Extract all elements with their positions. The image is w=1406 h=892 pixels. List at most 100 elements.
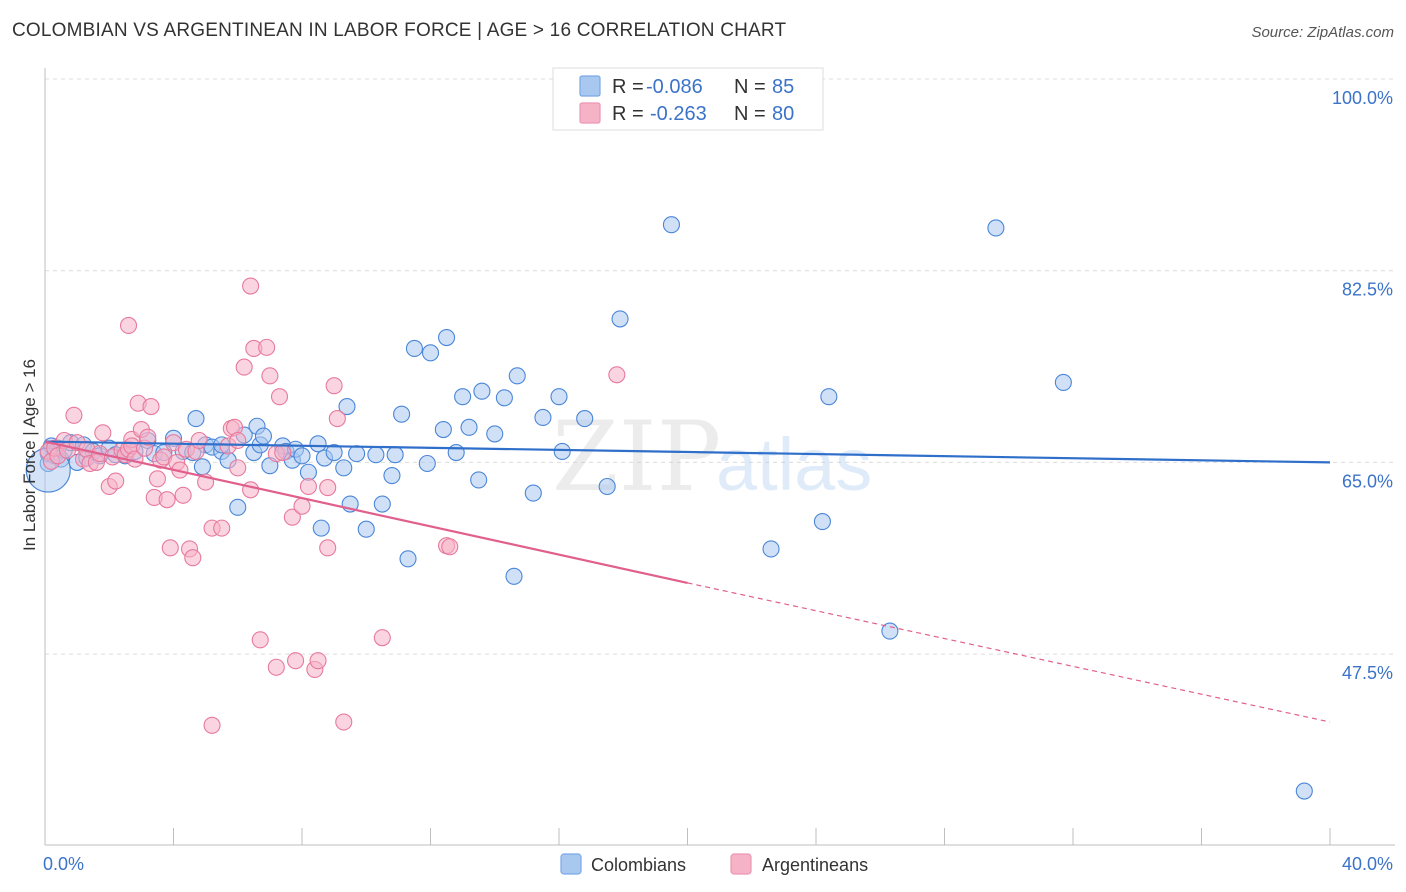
argentinean-point-62 (270, 388, 289, 406)
chart-title: COLOMBIAN VS ARGENTINEAN IN LABOR FORCE … (12, 20, 787, 41)
argentinean-trend-line-extrapolated (687, 582, 1331, 723)
colombian-point-46 (325, 443, 343, 462)
argentinean-point-52 (229, 459, 247, 477)
colombian-point-44 (312, 519, 330, 537)
argentinean-point-71 (319, 479, 337, 497)
bottom-legend-colombians: Colombians (591, 855, 686, 875)
colombian-point-75 (553, 442, 571, 460)
argentinean-point-74 (335, 713, 353, 731)
colombian-point-23 (187, 410, 205, 428)
colombian-point-86 (1295, 782, 1313, 800)
colombian-point-55 (386, 446, 404, 464)
y-tick-label-1: 82.5% (1342, 280, 1393, 300)
argentinean-point-59 (261, 367, 279, 385)
legend-n-value-1: 85 (772, 76, 794, 98)
argentinean-point-16 (107, 472, 125, 490)
colombian-point-41 (293, 447, 311, 465)
argentinean-point-27 (139, 428, 157, 446)
colombian-point-69 (495, 389, 513, 407)
tick-labels: 100.0% 82.5% 65.0% 47.5% 0.0% 40.0% (43, 88, 1393, 874)
argentinean-point-55 (242, 481, 260, 499)
colombian-point-73 (534, 408, 552, 427)
colombian-point-74 (550, 388, 568, 406)
watermark: ZIP atlas (552, 401, 872, 513)
colombian-point-56 (393, 405, 411, 423)
argentinean-point-69 (309, 652, 327, 670)
legend-n-label-1: N = (734, 76, 766, 98)
argentinean-point-53 (235, 358, 253, 376)
watermark-atlas: atlas (716, 423, 872, 506)
argentinean-point-66 (293, 497, 311, 515)
legend-r-label-2: R = (612, 103, 644, 125)
argentinean-point-43 (190, 431, 208, 450)
colombian-point-78 (611, 310, 629, 328)
colombian-point-81 (813, 513, 831, 531)
y-axis-label: In Labor Force | Age > 16 (20, 359, 39, 551)
colombian-point-77 (598, 477, 616, 496)
argentinean-point-63 (274, 443, 292, 462)
argentinean-point-30 (148, 470, 166, 488)
argentinean-point-73 (328, 410, 346, 428)
argentinean-point-13 (94, 424, 112, 442)
colombian-point-58 (405, 339, 423, 358)
colombian-point-72 (524, 484, 542, 502)
top-legend: R = -0.086 N = 85 R = -0.263 N = 80 (552, 67, 824, 131)
legend-r-value-2: -0.263 (650, 103, 707, 125)
colombian-point-79 (662, 216, 680, 234)
legend-swatch-colombians (579, 75, 601, 97)
argentinean-point-58 (258, 338, 276, 356)
colombian-point-68 (486, 425, 504, 443)
argentinean-point-45 (203, 716, 221, 734)
colombian-point-63 (447, 443, 465, 462)
colombian-point-80 (762, 540, 780, 558)
colombian-point-71 (508, 367, 526, 385)
y-tick-label-2: 65.0% (1342, 471, 1393, 491)
colombian-point-24 (193, 458, 211, 476)
argentinean-point-64 (283, 508, 301, 526)
legend-r-value-1: -0.086 (646, 76, 703, 98)
colombian-point-65 (460, 418, 478, 436)
legend-swatch-argentineans (579, 102, 601, 124)
argentinean-point-78 (608, 366, 626, 384)
colombian-point-43 (309, 435, 327, 453)
argentinean-point-28 (142, 397, 160, 416)
y-tick-label-0: 100.0% (1332, 88, 1393, 108)
colombian-trend-line (44, 440, 1331, 464)
colombian-point-57 (399, 550, 417, 568)
legend-r-label-1: R = (612, 76, 644, 98)
argentinean-point-75 (373, 629, 391, 647)
bottom-legend-argentineans: Argentineans (762, 855, 868, 875)
argentinean-point-33 (158, 491, 176, 509)
source-label: Source: ZipAtlas.com (1251, 24, 1394, 41)
colombian-point-76 (576, 410, 594, 428)
argentinean-point-23 (119, 316, 138, 335)
argentinean-point-65 (287, 652, 305, 670)
argentinean-trend-line (44, 440, 688, 584)
colombian-point-50 (348, 445, 366, 463)
colombian-point-85 (1054, 373, 1072, 391)
argentinean-point-61 (267, 658, 285, 676)
argentinean-point-51 (229, 431, 247, 450)
argentinean-point-70 (319, 539, 337, 557)
y-tick-label-3: 47.5% (1342, 663, 1393, 683)
colombian-point-67 (473, 382, 491, 400)
trend-lines (44, 440, 1331, 723)
bottom-legend-swatch-colombians (560, 853, 582, 875)
argentinean-point-77 (441, 538, 459, 556)
colombian-point-62 (438, 328, 456, 347)
colombian-point-52 (367, 446, 385, 464)
x-tick-label-0: 0.0% (43, 854, 84, 874)
colombian-point-42 (299, 463, 317, 481)
colombian-point-30 (229, 498, 247, 516)
colombian-point-84 (987, 219, 1005, 237)
legend-n-value-2: 80 (772, 103, 794, 125)
argentinean-point-41 (184, 549, 202, 567)
argentinean-point-72 (325, 377, 343, 395)
colombian-point-64 (454, 388, 472, 406)
legend-n-label-2: N = (734, 103, 766, 125)
argentinean-point-47 (213, 519, 231, 537)
colombian-point-60 (421, 344, 440, 362)
colombian-point-53 (373, 495, 391, 513)
argentinean-point-34 (161, 539, 179, 557)
